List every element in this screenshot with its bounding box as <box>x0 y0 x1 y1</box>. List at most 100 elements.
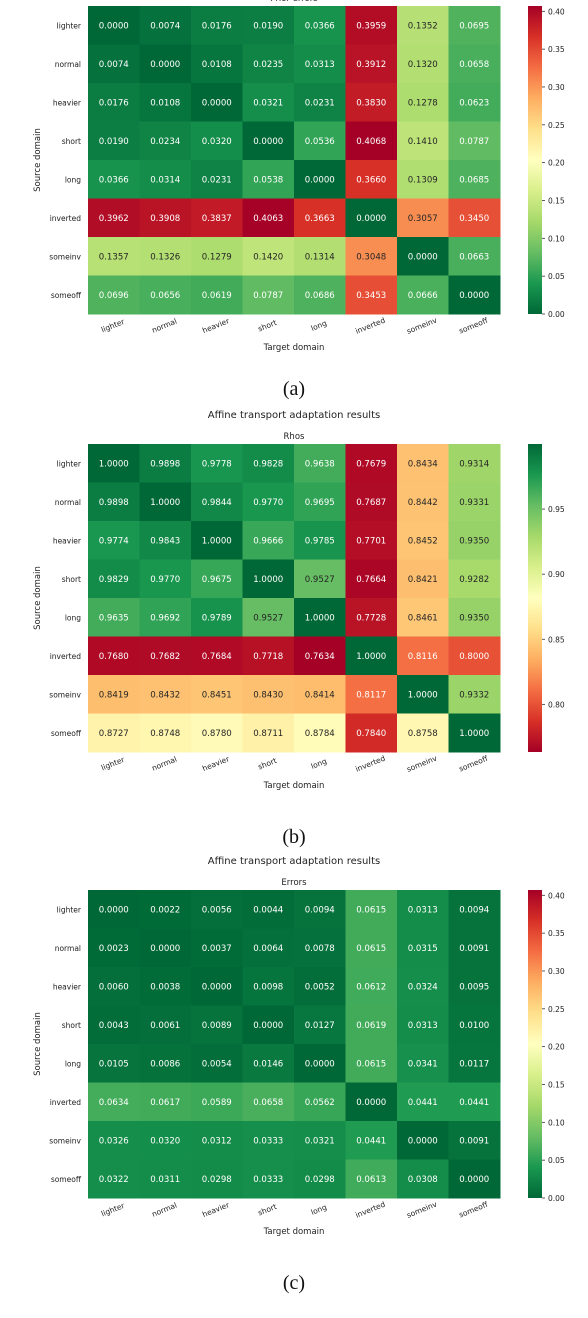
heatmap-cell <box>294 44 346 84</box>
cell-label: 0.0322 <box>99 1175 129 1185</box>
cell-label: 0.0695 <box>459 21 489 31</box>
heatmap-cell <box>294 6 346 45</box>
heatmap-cell <box>294 1121 346 1160</box>
heatmap-cell <box>139 1121 192 1160</box>
heatmap-cell <box>397 713 449 753</box>
heatmap-cell <box>88 83 140 122</box>
cell-label: 0.0619 <box>356 1021 386 1031</box>
cell-label: 0.0341 <box>408 1059 438 1069</box>
cell-label: 0.9844 <box>202 498 232 508</box>
heatmap-cell <box>139 598 192 637</box>
heatmap-rhos: Rhos 1.0000 0.9898 0.9778 0.9828 0.9638 0.7679… <box>33 432 565 791</box>
cell-label: 0.0615 <box>356 1059 386 1069</box>
cell-label: 0.0000 <box>150 944 180 954</box>
x-tick-label: heavier <box>201 1200 231 1219</box>
heatmap-cell <box>397 675 449 714</box>
heatmap-cell <box>345 444 398 483</box>
colorbar-tick-label: 0.95 <box>548 505 565 514</box>
cell-label: 0.0298 <box>305 1175 335 1185</box>
cell-label: 0.9898 <box>99 498 129 508</box>
heatmap-cell <box>448 1044 501 1083</box>
cell-label: 0.7664 <box>356 575 386 585</box>
heatmap-cell <box>294 598 346 637</box>
cell-label: 0.9314 <box>459 459 489 469</box>
y-axis-label: Source domain <box>33 566 43 630</box>
colorbar-tick-label: 0.05 <box>548 1156 565 1165</box>
heatmap-cell <box>345 44 398 84</box>
heatmap-cell <box>448 559 501 599</box>
cell-label: 0.8748 <box>150 729 180 739</box>
cell-label: 0.9350 <box>459 536 489 546</box>
heatmap-cell <box>88 482 140 522</box>
cell-label: 0.8117 <box>356 690 386 700</box>
heatmap-cell <box>88 444 140 483</box>
heatmap-cell <box>397 890 449 929</box>
cell-label: 0.0613 <box>356 1175 386 1185</box>
heatmap-cell <box>397 521 449 560</box>
cell-label: 0.0000 <box>356 1098 386 1108</box>
cell-label: 0.0098 <box>253 982 283 992</box>
heatmap-cell <box>345 675 398 714</box>
heatmap-cell <box>448 521 501 560</box>
cell-label: 0.9770 <box>150 575 180 585</box>
cell-label: 0.0000 <box>253 1021 283 1031</box>
heatmap-cell <box>294 237 346 276</box>
x-tick-label: short <box>257 318 278 334</box>
heatmap-cell <box>191 1044 243 1083</box>
heatmap-cell <box>397 6 449 45</box>
y-tick-label: someinv <box>49 1136 81 1145</box>
cell-label: 0.3453 <box>356 291 386 301</box>
heatmap-cell <box>294 1159 346 1199</box>
cell-label: 0.7701 <box>356 536 386 546</box>
heatmap-cell <box>294 444 346 483</box>
cell-label: 0.0617 <box>150 1098 180 1108</box>
heatmap-cell <box>448 1159 501 1199</box>
x-tick-label: someinv <box>405 315 438 335</box>
heatmap-cell <box>448 967 501 1006</box>
y-tick-label: long <box>65 175 81 184</box>
heatmap-cell <box>242 1005 295 1045</box>
heatmap-cell <box>191 482 243 522</box>
cell-label: 0.0105 <box>99 1059 129 1069</box>
heatmap-cell <box>88 675 140 714</box>
heatmap-cell <box>88 1082 140 1122</box>
colorbar-tick-label: 0.25 <box>548 121 565 130</box>
colorbar-tick-label: 0.15 <box>548 196 565 205</box>
heatmap-cell <box>242 444 295 483</box>
y-tick-label: heavier <box>53 536 82 545</box>
cell-label: 0.9666 <box>253 536 283 546</box>
heatmap-cell <box>139 444 192 483</box>
heatmap-cell <box>448 121 501 161</box>
cell-label: 0.0311 <box>150 1175 180 1185</box>
heatmap-cell <box>345 1005 398 1045</box>
heatmap-cell <box>345 598 398 637</box>
cell-label: 0.3057 <box>408 214 438 224</box>
x-tick-label: inverted <box>354 316 387 336</box>
x-tick-label: long <box>310 756 329 770</box>
heatmap-cell <box>397 1121 449 1160</box>
heatmap-cell <box>397 198 449 238</box>
x-tick-label: someoff <box>458 1200 490 1220</box>
y-tick-label: someinv <box>49 690 81 699</box>
cell-label: 0.0000 <box>305 1059 335 1069</box>
heatmap-cell <box>242 237 295 276</box>
cell-label: 0.9332 <box>459 690 489 700</box>
cell-label: 0.0312 <box>202 1136 232 1146</box>
cell-label: 0.1279 <box>202 252 232 262</box>
heatmap-cell <box>139 890 192 929</box>
cell-label: 0.8434 <box>408 459 438 469</box>
cell-label: 0.0074 <box>99 60 129 70</box>
heatmap-cell <box>294 636 346 676</box>
heatmap-cell <box>242 967 295 1006</box>
x-tick-label: normal <box>150 755 178 773</box>
y-tick-label: lighter <box>57 21 82 30</box>
y-tick-label: normal <box>55 944 81 953</box>
cell-label: 0.8432 <box>150 690 180 700</box>
heatmap-cell <box>242 160 295 199</box>
heatmap-cell <box>242 890 295 929</box>
cell-label: 0.0658 <box>253 1098 283 1108</box>
cell-label: 0.0333 <box>253 1136 283 1146</box>
heatmap-cell <box>345 1159 398 1199</box>
heatmap-cell <box>294 160 346 199</box>
heatmap-cell <box>345 713 398 753</box>
